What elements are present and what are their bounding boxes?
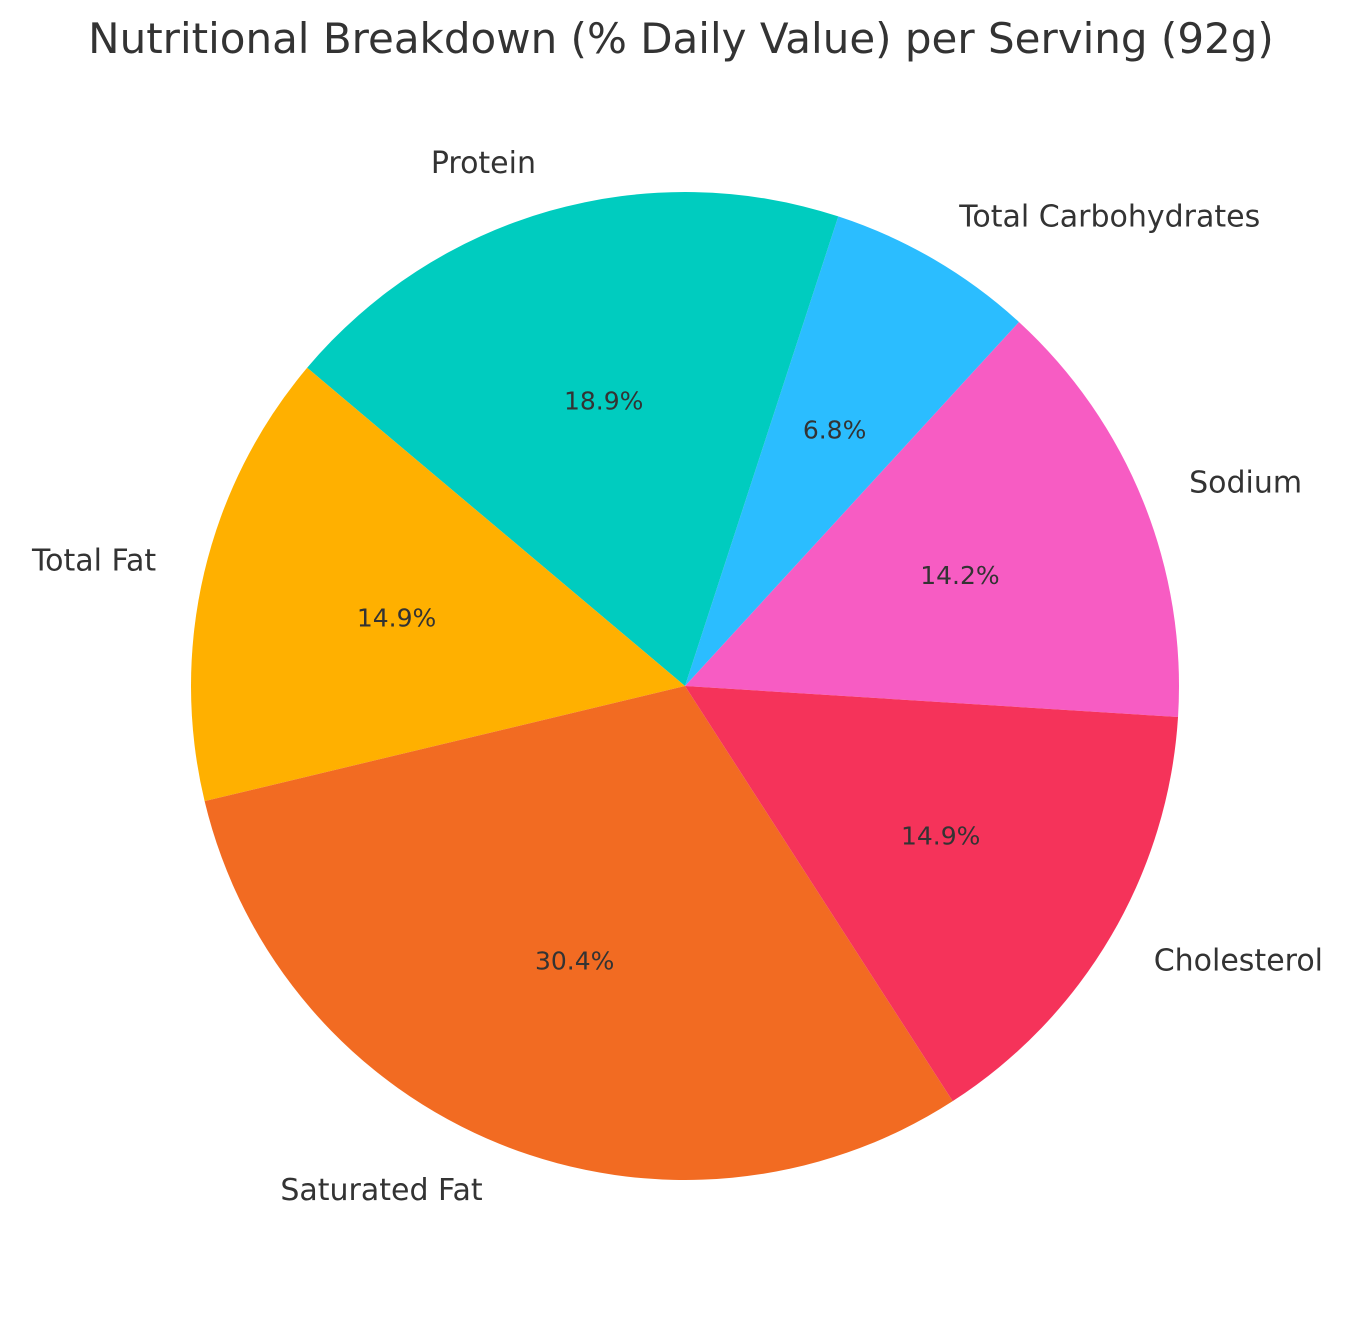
- chart-title: Nutritional Breakdown (% Daily Value) pe…: [88, 14, 1274, 63]
- pie-slice-total-carbohydrates: [685, 216, 1019, 686]
- slice-label-cholesterol: Cholesterol: [1154, 943, 1323, 978]
- slice-label-protein: Protein: [431, 146, 536, 181]
- pie-slice-cholesterol: [685, 686, 1179, 1102]
- pie-slice-saturated-fat: [204, 686, 953, 1181]
- slice-label-saturated-fat: Saturated Fat: [280, 1173, 483, 1208]
- pct-label-protein: 18.9%: [564, 387, 643, 416]
- pct-label-total-carbohydrates: 6.8%: [803, 416, 867, 445]
- pct-label-cholesterol: 14.9%: [901, 822, 980, 851]
- slice-label-total-fat: Total Fat: [31, 543, 156, 578]
- pie-slices: [190, 192, 1180, 1181]
- pct-label-saturated-fat: 30.4%: [535, 947, 614, 976]
- pie-slice-sodium: [685, 321, 1180, 718]
- slice-label-total-carbohydrates: Total Carbohydrates: [958, 199, 1260, 234]
- pct-label-total-fat: 14.9%: [357, 603, 436, 632]
- pie-labels: Sodium 14.2% Total Carbohydrates 6.8% Protei…: [31, 146, 1323, 1208]
- slice-label-sodium: Sodium: [1189, 466, 1302, 501]
- pct-label-sodium: 14.2%: [920, 561, 999, 590]
- pie-slice-total-fat: [190, 367, 685, 802]
- pie-slice-protein: [307, 192, 839, 687]
